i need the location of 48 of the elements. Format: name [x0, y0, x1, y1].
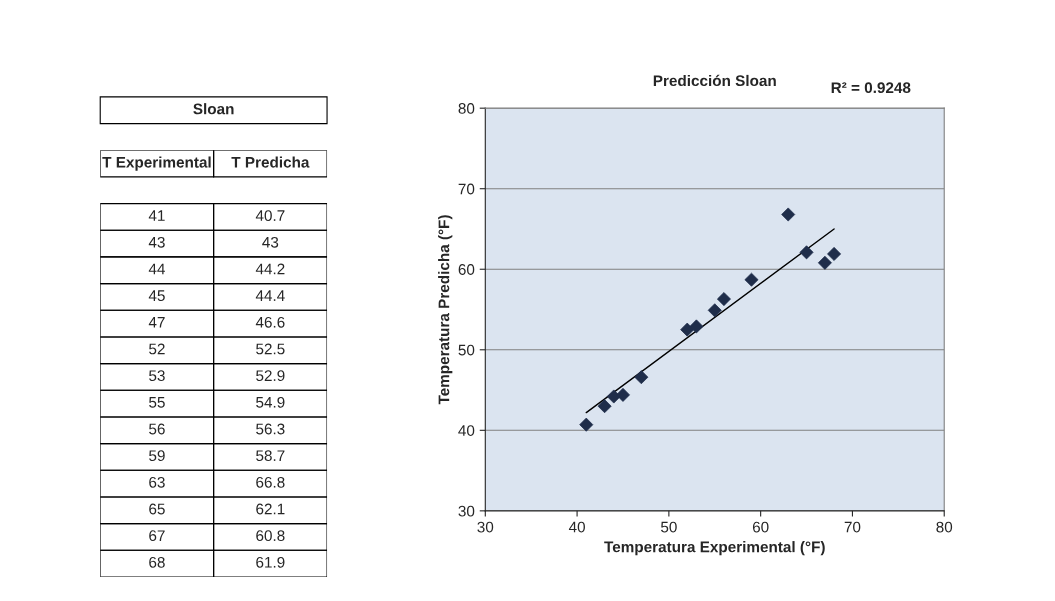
text: 41 [148, 210, 165, 221]
x-tick-label: 80 [936, 521, 953, 533]
y-axis-title: Temperatura Predicha (°F) [438, 215, 453, 405]
text: 43 [148, 236, 165, 248]
text: T Experimental [102, 156, 211, 171]
text: 62.1 [256, 503, 285, 515]
text: 68 [149, 556, 165, 568]
text: 55 [149, 397, 165, 408]
y-tick-label: 70 [458, 183, 475, 195]
text: 47 [148, 317, 165, 328]
text: 44.4 [255, 290, 285, 301]
text: 59 [149, 450, 165, 462]
x-tick-label: 70 [844, 521, 861, 533]
text: 63 [149, 476, 165, 488]
text: 43 [262, 236, 279, 248]
text: 44.2 [255, 263, 285, 275]
text: 66.8 [256, 476, 285, 488]
text: 44 [148, 263, 165, 275]
x-axis-title: Temperatura Experimental (°F) [604, 541, 825, 556]
text: T Predicha [231, 156, 310, 168]
y-tick-label: 50 [458, 344, 475, 356]
text: R² = 0.9248 [831, 82, 911, 94]
chart-title: Predicción Sloan [653, 74, 776, 87]
text: 46.6 [255, 316, 285, 328]
text: 52.9 [256, 370, 285, 382]
text: 45 [148, 290, 165, 302]
text: 56 [149, 423, 165, 435]
y-tick-label: 60 [458, 264, 475, 275]
text: 52 [149, 343, 165, 355]
text: Sloan [193, 103, 234, 115]
text: 56.3 [256, 423, 285, 435]
text: 60.8 [256, 530, 285, 542]
x-tick-label: 40 [568, 521, 585, 533]
x-tick-label: 60 [752, 521, 769, 533]
text: 52.5 [256, 343, 285, 355]
text: 58.7 [256, 450, 285, 462]
text: 61.9 [256, 556, 285, 568]
text: 67 [149, 530, 165, 542]
point [634, 370, 649, 385]
y-tick-label: 80 [458, 103, 475, 114]
text: 40.7 [255, 210, 285, 222]
x-tick-label: 50 [660, 521, 677, 533]
y-tick-label: 30 [458, 505, 475, 517]
text: 65 [149, 503, 165, 515]
text: 54.9 [256, 396, 285, 408]
y-tick-label: 40 [458, 425, 475, 436]
text: 53 [149, 370, 165, 382]
x-tick-label: 30 [477, 521, 494, 533]
